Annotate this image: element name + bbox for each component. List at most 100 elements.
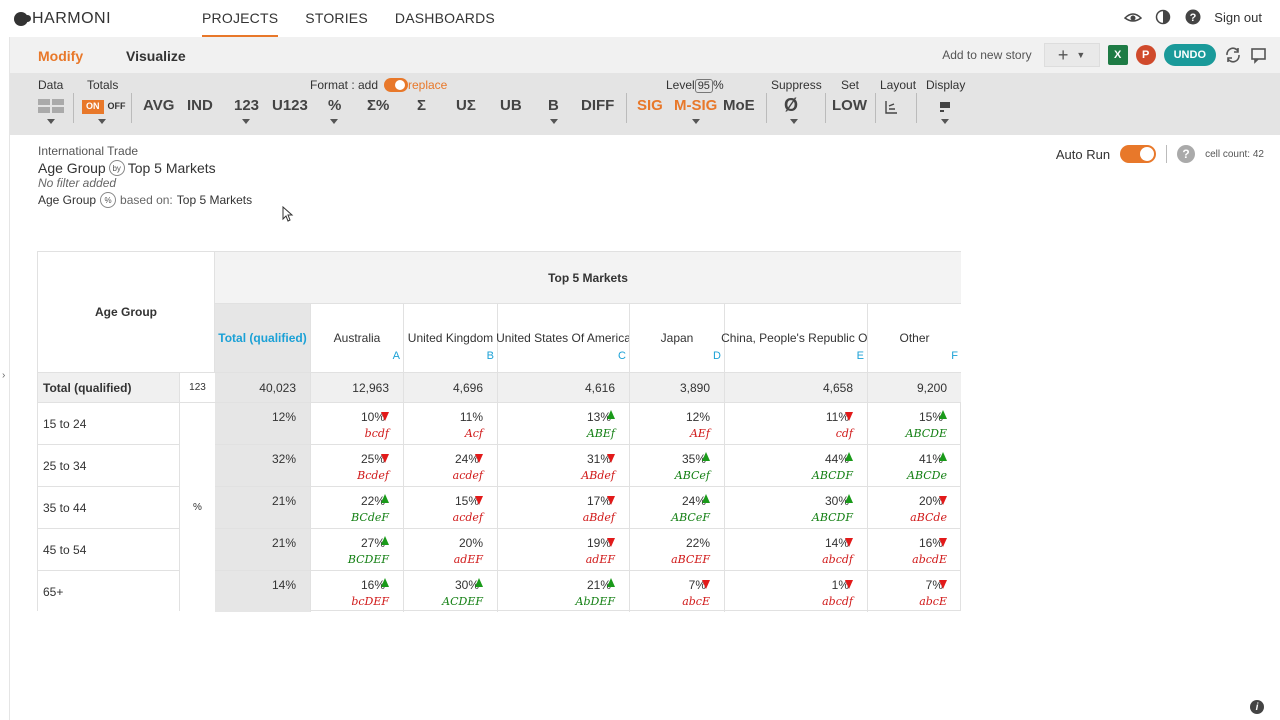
table-cell[interactable]: 30% ACDEF [403, 571, 497, 612]
chevron-right-icon[interactable]: › [2, 370, 6, 381]
sum-percent-button[interactable]: Σ% [367, 97, 390, 114]
table-cell[interactable]: 20% aBCde [867, 487, 961, 528]
table-cell[interactable]: 40,023 [215, 373, 310, 402]
tab-modify[interactable]: Modify [38, 48, 84, 64]
table-cell[interactable]: 15% acdef [403, 487, 497, 528]
table-cell[interactable]: 19% adEF [497, 529, 629, 570]
table-cell[interactable]: 31% ABdef [497, 445, 629, 486]
table-cell[interactable]: 3,890 [629, 373, 724, 402]
row-label[interactable]: 15 to 24 [38, 402, 179, 444]
table-cell[interactable]: 21% [215, 529, 310, 570]
moe-button[interactable]: MoE [723, 97, 755, 114]
column-header-total[interactable]: Total (qualified) [215, 304, 310, 372]
sum-button[interactable]: Σ [417, 97, 427, 114]
table-cell[interactable]: 24% ABCeF [629, 487, 724, 528]
display-caret-icon[interactable] [941, 119, 949, 124]
layout-icon[interactable] [884, 100, 898, 119]
column-header-united-states[interactable]: United States Of America C [496, 304, 631, 372]
help-icon[interactable]: ? [1184, 8, 1202, 26]
row-variable[interactable]: Age Group [38, 160, 106, 176]
table-cell[interactable]: 21% AbDEF [497, 571, 629, 612]
help-icon[interactable]: ? [1177, 145, 1196, 163]
info-icon[interactable]: i [1250, 700, 1264, 714]
row-label[interactable]: 45 to 54 [38, 528, 179, 570]
table-cell[interactable]: 35% ABCef [629, 445, 724, 486]
table-cell[interactable]: 20% adEF [403, 529, 497, 570]
table-cell[interactable]: 30% ABCDF [724, 487, 867, 528]
table-cell[interactable]: 11% Acf [403, 403, 497, 444]
data-grid-icon[interactable] [38, 99, 64, 118]
multi-sig-button[interactable]: M-SIG [674, 97, 718, 114]
sig-caret-icon[interactable] [692, 119, 700, 124]
contrast-icon[interactable] [1154, 8, 1172, 26]
tab-visualize[interactable]: Visualize [126, 48, 186, 64]
table-cell[interactable]: 4,658 [724, 373, 867, 402]
logo[interactable]: HARMONI [14, 10, 111, 28]
unweighted-sum-button[interactable]: UΣ [456, 97, 476, 114]
column-header-australia[interactable]: Australia A [310, 304, 403, 372]
excel-export-button[interactable]: X [1107, 45, 1128, 65]
table-cell[interactable]: 12% AEf [629, 403, 724, 444]
count-button[interactable]: 123 [234, 97, 260, 114]
count-caret-icon[interactable] [242, 119, 250, 124]
set-low-button[interactable]: LOW [832, 97, 867, 114]
table-cell[interactable]: 17% aBdef [497, 487, 629, 528]
table-cell[interactable]: 21% [215, 487, 310, 528]
add-story-button[interactable]: + ▼ [1043, 43, 1100, 67]
totals-toggle[interactable]: ON OFF [82, 100, 130, 114]
totals-caret-icon[interactable] [98, 119, 106, 124]
filter-status[interactable]: No filter added [38, 176, 117, 190]
suppress-button[interactable]: Ø [784, 95, 799, 115]
data-caret-icon[interactable] [47, 119, 55, 124]
ind-button[interactable]: IND [187, 97, 213, 114]
column-variable[interactable]: Top 5 Markets [127, 160, 216, 176]
table-cell[interactable]: 16% bcDEF [310, 571, 403, 612]
comment-icon[interactable] [1250, 46, 1268, 64]
powerpoint-export-button[interactable]: P [1135, 45, 1156, 65]
eye-icon[interactable] [1124, 8, 1143, 26]
table-cell[interactable]: 14% [215, 571, 310, 612]
column-header-other[interactable]: Other F [867, 304, 961, 372]
refresh-icon[interactable] [1224, 46, 1242, 64]
base-caret-icon[interactable] [550, 119, 558, 124]
percent-caret-icon[interactable] [330, 119, 338, 124]
avg-button[interactable]: AVG [143, 97, 175, 114]
sig-button[interactable]: SIG [637, 97, 663, 114]
format-toggle[interactable] [384, 78, 408, 92]
nav-projects[interactable]: PROJECTS [202, 0, 279, 37]
table-cell[interactable]: 25% Bcdef [310, 445, 403, 486]
table-cell[interactable]: 1% abcdf [724, 571, 867, 612]
row-label[interactable]: 25 to 34 [38, 444, 179, 486]
table-cell[interactable]: 41% ABCDe [867, 445, 961, 486]
table-cell[interactable]: 4,616 [497, 373, 629, 402]
diff-button[interactable]: DIFF [581, 97, 615, 114]
table-cell[interactable]: 44% ABCDF [724, 445, 867, 486]
percent-button[interactable]: % [328, 97, 342, 114]
row-label[interactable]: 35 to 44 [38, 486, 179, 528]
table-cell[interactable]: 15% ABCDE [867, 403, 961, 444]
display-icon[interactable] [939, 100, 951, 118]
table-cell[interactable]: 22% BCdeF [310, 487, 403, 528]
unweighted-count-button[interactable]: U123 [272, 97, 308, 114]
nav-stories[interactable]: STORIES [305, 10, 368, 26]
table-cell[interactable]: 10% bcdf [310, 403, 403, 444]
table-cell[interactable]: 9,200 [867, 373, 961, 402]
table-cell[interactable]: 27% BCDEF [310, 529, 403, 570]
undo-button[interactable]: UNDO [1163, 44, 1216, 66]
auto-run-toggle[interactable] [1120, 145, 1157, 163]
table-cell[interactable]: 4,696 [403, 373, 497, 402]
table-cell[interactable]: 32% [215, 445, 310, 486]
base-button[interactable]: B [548, 97, 559, 114]
table-cell[interactable]: 12% [215, 403, 310, 444]
table-cell[interactable]: 14% abcdf [724, 529, 867, 570]
table-cell[interactable]: 12,963 [310, 373, 403, 402]
table-cell[interactable]: 16% abcdE [867, 529, 961, 570]
column-header-united-kingdom[interactable]: United Kingdom B [403, 304, 497, 372]
column-header-china[interactable]: China, People's Republic Of E [721, 304, 871, 372]
column-header-japan[interactable]: Japan D [629, 304, 724, 372]
table-cell[interactable]: 7% abcE [867, 571, 961, 612]
table-cell[interactable]: 7% abcE [629, 571, 724, 612]
sign-out-link[interactable]: Sign out [1214, 9, 1262, 25]
row-label-total[interactable]: Total (qualified) [38, 372, 179, 402]
row-label[interactable]: 65+ [38, 570, 179, 612]
